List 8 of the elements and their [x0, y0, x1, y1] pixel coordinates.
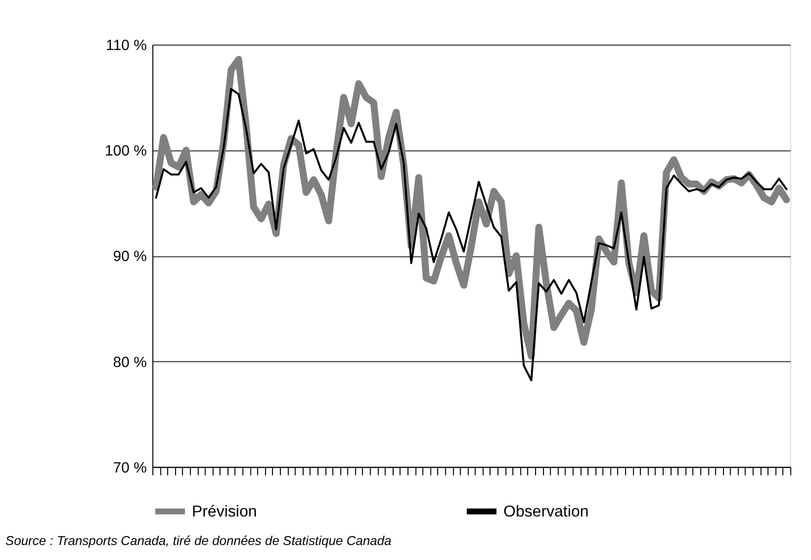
legend-label: Observation	[503, 503, 589, 520]
legend-label: Prévision	[192, 503, 257, 520]
y-tick-label: 90 %	[113, 249, 147, 266]
source-note: Source : Transports Canada, tiré de données de Statistique Canada	[5, 533, 392, 548]
y-tick-label: 110 %	[106, 38, 147, 54]
y-tick-label: 70 %	[113, 460, 147, 476]
y-tick-label: 80 %	[113, 354, 147, 371]
y-tick-label: 100 %	[104, 144, 147, 160]
